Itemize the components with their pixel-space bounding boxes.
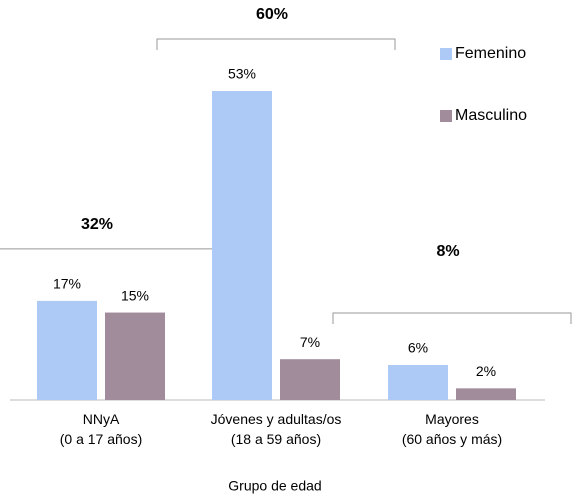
bar — [280, 359, 340, 400]
legend-label: Femenino — [455, 45, 526, 62]
group-bracket — [332, 312, 572, 325]
legend-swatch — [440, 48, 452, 60]
legend-swatch — [440, 110, 452, 122]
group-total: 32% — [81, 216, 113, 233]
bar — [37, 300, 97, 400]
value-label: 17% — [53, 276, 81, 292]
value-label: 2% — [476, 363, 496, 379]
value-label: 6% — [408, 340, 428, 356]
group-total: 60% — [256, 6, 288, 23]
bar — [105, 312, 165, 400]
group-bracket — [156, 38, 396, 50]
bar — [388, 365, 448, 400]
x-tick-label-line: (0 a 17 años) — [60, 431, 143, 447]
x-tick-label: NNyA (0 a 17 años) — [60, 411, 143, 447]
group-bracket — [0, 248, 221, 260]
value-label: 7% — [300, 334, 320, 350]
value-label: 53% — [228, 66, 256, 82]
x-tick-label-line: NNyA — [83, 411, 120, 427]
bar — [212, 91, 272, 400]
group-total: 8% — [436, 243, 459, 260]
x-tick-label: Jóvenes y adultas/os (18 a 59 años) — [211, 411, 342, 447]
legend-label: Masculino — [455, 107, 527, 124]
x-tick-label-line: (18 a 59 años) — [231, 431, 321, 447]
x-axis-title: Grupo de edad — [228, 478, 321, 494]
x-tick-label-line: (60 años y más) — [402, 431, 502, 447]
x-tick-label-line: Jóvenes y adultas/os — [211, 411, 342, 427]
bar — [456, 388, 516, 400]
x-tick-label: Mayores (60 años y más) — [402, 411, 502, 447]
value-label: 15% — [121, 287, 149, 303]
x-tick-label-line: Mayores — [425, 411, 479, 427]
